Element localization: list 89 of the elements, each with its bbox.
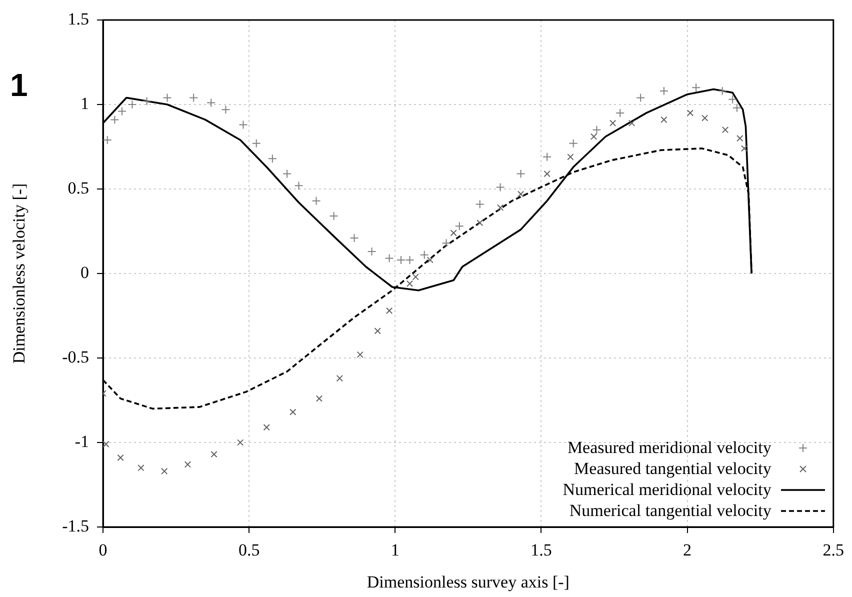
point xyxy=(628,120,636,126)
point xyxy=(103,440,110,448)
y-tick-label: 1.5 xyxy=(68,9,89,28)
point xyxy=(221,105,230,114)
point xyxy=(722,126,729,134)
point xyxy=(206,98,216,108)
point xyxy=(384,254,394,263)
x-tick-label: 2.5 xyxy=(822,540,844,560)
point xyxy=(356,351,364,358)
point xyxy=(516,169,526,178)
point xyxy=(740,145,748,152)
x-tick-label: 0 xyxy=(98,540,108,560)
point xyxy=(142,96,152,106)
point xyxy=(268,154,277,164)
point xyxy=(590,133,598,140)
legend-label: Numerical meridional velocity xyxy=(562,480,772,500)
point xyxy=(184,461,192,468)
point xyxy=(110,115,120,124)
point xyxy=(162,93,172,102)
point xyxy=(374,328,381,334)
point xyxy=(336,374,343,382)
point xyxy=(117,106,126,116)
point xyxy=(350,234,359,243)
text: 1 xyxy=(10,67,28,103)
point xyxy=(732,103,742,112)
point xyxy=(294,181,304,190)
point xyxy=(476,219,484,226)
point xyxy=(496,204,504,211)
point xyxy=(367,247,376,256)
point xyxy=(386,307,393,314)
point xyxy=(659,86,668,96)
point xyxy=(312,196,321,206)
point xyxy=(412,274,419,280)
point xyxy=(636,93,646,102)
point xyxy=(128,100,137,109)
point xyxy=(238,120,248,130)
point xyxy=(406,280,414,287)
point xyxy=(138,464,144,472)
point xyxy=(692,83,701,92)
point xyxy=(454,222,464,231)
point xyxy=(396,255,406,264)
x-axis-title: Dimensionless survey axis [-] xyxy=(366,572,570,592)
point xyxy=(544,170,550,178)
point xyxy=(189,93,198,102)
point xyxy=(161,468,168,475)
point xyxy=(282,169,292,178)
y-tick-label: -1 xyxy=(74,432,89,451)
x-tick-label: 1.5 xyxy=(530,540,552,560)
legend-label: Measured meridional velocity xyxy=(567,438,772,458)
point xyxy=(686,110,694,116)
point xyxy=(592,125,602,134)
point xyxy=(702,114,708,122)
point xyxy=(252,138,261,148)
point xyxy=(117,454,124,462)
point xyxy=(568,138,578,148)
point xyxy=(616,108,625,118)
point xyxy=(496,182,505,192)
point xyxy=(736,134,744,142)
point xyxy=(420,250,429,260)
point xyxy=(316,395,323,402)
point xyxy=(426,256,434,264)
point xyxy=(329,212,338,221)
point xyxy=(103,135,112,144)
y-tick-label: -0.5 xyxy=(62,347,89,366)
x-tick-label: 1 xyxy=(390,540,400,560)
point xyxy=(290,408,296,416)
y-tick-label: 0 xyxy=(80,262,89,282)
point xyxy=(236,439,244,446)
point xyxy=(567,154,574,160)
point xyxy=(728,94,738,104)
x-tick-label: 2 xyxy=(683,540,692,560)
y-tick-label: 1 xyxy=(80,94,89,113)
point xyxy=(660,116,668,124)
y-tick-label: 0.5 xyxy=(68,178,89,198)
y-axis-title: Dimensionless velocity [-] xyxy=(10,183,29,364)
point xyxy=(475,200,484,209)
point xyxy=(609,120,616,126)
point xyxy=(718,86,727,96)
point xyxy=(542,152,552,162)
point xyxy=(442,238,451,248)
point xyxy=(405,255,414,264)
point xyxy=(210,451,218,458)
point xyxy=(450,230,457,236)
legend-label: Numerical tangential velocity xyxy=(569,500,772,520)
point xyxy=(263,424,270,431)
point xyxy=(517,190,524,198)
x-tick-label: 0.5 xyxy=(238,540,260,560)
legend-label: Measured tangential velocity xyxy=(574,458,772,478)
y-tick-label: -1.5 xyxy=(62,516,89,536)
